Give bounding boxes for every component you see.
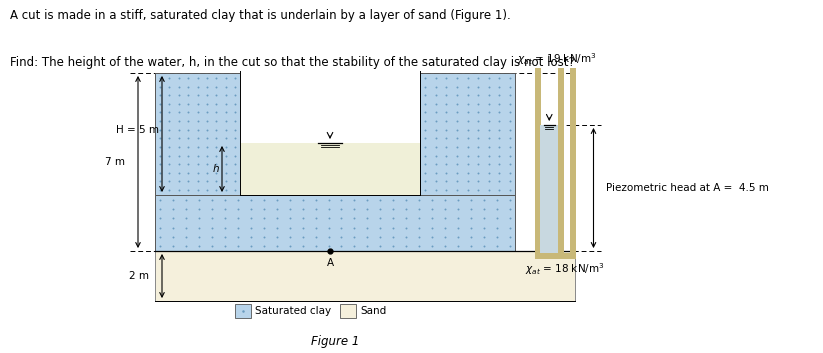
Text: Saturated clay: Saturated clay — [255, 306, 331, 316]
Bar — [535, 68, 541, 255]
Bar — [420, 73, 515, 195]
Text: A cut is made in a stiff, saturated clay that is underlain by a layer of sand (F: A cut is made in a stiff, saturated clay… — [10, 9, 510, 22]
Text: A: A — [327, 258, 333, 268]
Text: Find: The height of the water, h, in the cut so that the stability of the satura: Find: The height of the water, h, in the… — [10, 56, 574, 70]
Bar — [155, 251, 575, 301]
Bar — [558, 68, 564, 255]
Bar — [240, 73, 420, 143]
Bar — [570, 68, 575, 255]
Text: H = 5 m: H = 5 m — [116, 125, 159, 135]
Bar — [235, 304, 251, 318]
Bar — [340, 304, 356, 318]
Bar — [535, 253, 575, 259]
Bar — [240, 143, 420, 195]
Text: 2 m: 2 m — [129, 271, 149, 281]
Bar — [155, 73, 240, 195]
Text: $\chi_{at}$ = 19 kN/m$^3$: $\chi_{at}$ = 19 kN/m$^3$ — [517, 51, 597, 67]
Text: Piezometric head at A =  4.5 m: Piezometric head at A = 4.5 m — [606, 183, 769, 193]
Text: h: h — [212, 164, 219, 174]
Text: Sand: Sand — [360, 306, 386, 316]
Text: Figure 1: Figure 1 — [311, 335, 359, 348]
Text: 7 m: 7 m — [105, 157, 125, 167]
Text: $\chi_{at}$ = 18 kN/m$^3$: $\chi_{at}$ = 18 kN/m$^3$ — [525, 261, 605, 277]
Bar — [155, 195, 515, 251]
Bar — [541, 125, 558, 253]
